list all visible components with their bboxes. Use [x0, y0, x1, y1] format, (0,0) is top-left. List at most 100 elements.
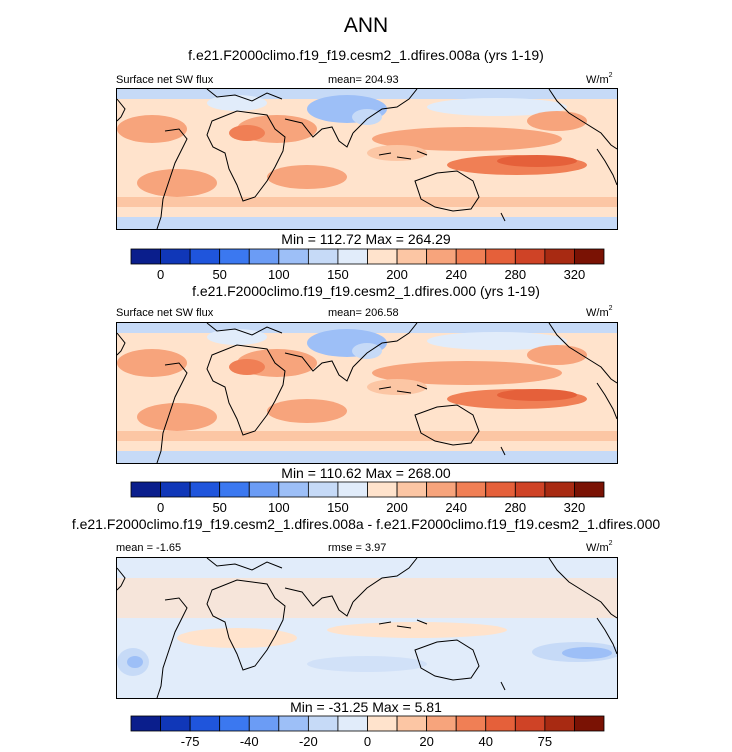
coastline-path [206, 558, 283, 571]
coastline-path [548, 89, 617, 150]
coastline-path [206, 323, 283, 336]
colorbar-box [160, 481, 191, 498]
units-superscript: 2 [608, 72, 613, 79]
panel-left-label: Surface net SW flux [116, 74, 214, 86]
colorbar-box [307, 715, 339, 732]
units-text: W/m [586, 542, 609, 554]
colorbar-box [160, 248, 191, 265]
colorbar-tick-label: 100 [268, 500, 290, 515]
units-superscript: 2 [608, 540, 613, 547]
coastline-path [378, 619, 428, 629]
coastline-path [117, 332, 126, 356]
coastlines [117, 89, 617, 229]
panel-center-label: mean= 206.58 [328, 307, 399, 319]
colorbar-box [367, 481, 398, 498]
colorbar-box [396, 481, 428, 498]
map-plot [116, 88, 618, 230]
coastline-path [284, 118, 354, 148]
colorbar-box [544, 481, 575, 498]
colorbar-box [278, 481, 309, 498]
colorbar-tick-label: 200 [386, 267, 408, 282]
figure-title: ANN [343, 14, 389, 37]
coastline-path [596, 617, 617, 655]
minmax-label: Min = 110.62 Max = 268.00 [281, 465, 451, 481]
coastline-path [206, 579, 286, 671]
colorbar-tick-label: 150 [327, 267, 349, 282]
colorbar-box [189, 715, 221, 732]
colorbar: 0 50 100 150 200 240 280 320 [130, 248, 605, 282]
units-text: W/m [586, 74, 609, 86]
colorbar-box [337, 248, 368, 265]
colorbar-box [426, 481, 457, 498]
colorbar: 0 50 100 150 200 240 280 320 [130, 481, 605, 515]
colorbar-tick-label: 0 [157, 500, 164, 515]
coastline-path [117, 567, 126, 591]
colorbar-tick-label: 0 [364, 734, 371, 749]
colorbar-box [426, 715, 457, 732]
map-field [117, 89, 617, 229]
colorbar-box [337, 715, 368, 732]
map-field [117, 323, 617, 463]
colorbar-box [307, 481, 339, 498]
coastline-path [352, 558, 418, 603]
colorbar-tick-label: 280 [504, 267, 526, 282]
panel-units-label: W/m2 [586, 540, 613, 554]
panel-title: f.e21.F2000climo.f19_f19.cesm2_1.dfires.… [192, 283, 540, 299]
colorbar-tick-label: -20 [299, 734, 318, 749]
colorbar-box [160, 715, 191, 732]
coastline-path [117, 98, 126, 122]
coastline-path [500, 446, 506, 456]
colorbar-box [426, 248, 457, 265]
coastline-path [414, 639, 480, 681]
colorbar-box [337, 481, 368, 498]
coastline-path [156, 362, 188, 463]
coastline-path [284, 352, 354, 382]
coastline-path [156, 597, 188, 698]
colorbar-box [455, 248, 487, 265]
colorbar-box [189, 248, 221, 265]
colorbar-box [485, 481, 516, 498]
colorbar-box [455, 481, 487, 498]
coastline-path [284, 587, 354, 617]
map-plot [116, 557, 618, 699]
colorbar-box [219, 715, 250, 732]
colorbar-box [248, 715, 280, 732]
colorbar-tick-label: -40 [240, 734, 259, 749]
minmax-label: Min = -31.25 Max = 5.81 [290, 699, 442, 715]
colorbar-box [367, 248, 398, 265]
panel-left-label: Surface net SW flux [116, 307, 214, 319]
colorbar-tick-label: 20 [419, 734, 433, 749]
coastline-path [548, 558, 617, 619]
colorbar-box [514, 715, 546, 732]
colorbar-box [574, 481, 605, 498]
map-field [117, 558, 617, 698]
colorbar-box [130, 715, 161, 732]
coastline-path [352, 89, 418, 134]
colorbar-tick-label: 50 [212, 500, 226, 515]
colorbar-box [485, 248, 516, 265]
colorbar-tick-label: 100 [268, 267, 290, 282]
coastline-path [206, 344, 286, 436]
panel-units-label: W/m2 [586, 305, 613, 319]
colorbar-tick-label: 280 [504, 500, 526, 515]
colorbar-box [130, 248, 161, 265]
colorbar-box [219, 481, 250, 498]
colorbar-box [455, 715, 487, 732]
colorbar-tick-label: 320 [564, 500, 586, 515]
colorbar-tick-label: 40 [479, 734, 493, 749]
coastlines [117, 323, 617, 463]
colorbar-box [278, 248, 309, 265]
coastline-path [500, 212, 506, 222]
colorbar-tick-label: 240 [445, 500, 467, 515]
colorbar-box [514, 481, 546, 498]
colorbar-box [307, 248, 339, 265]
colorbar-box [130, 481, 161, 498]
coastline-path [500, 681, 506, 691]
colorbar-tick-label: 150 [327, 500, 349, 515]
colorbar-box [574, 715, 605, 732]
coastline-path [156, 128, 188, 229]
coastline-path [414, 404, 480, 446]
coastline-path [414, 170, 480, 212]
coastlines [117, 558, 617, 698]
coastline-path [206, 89, 283, 102]
